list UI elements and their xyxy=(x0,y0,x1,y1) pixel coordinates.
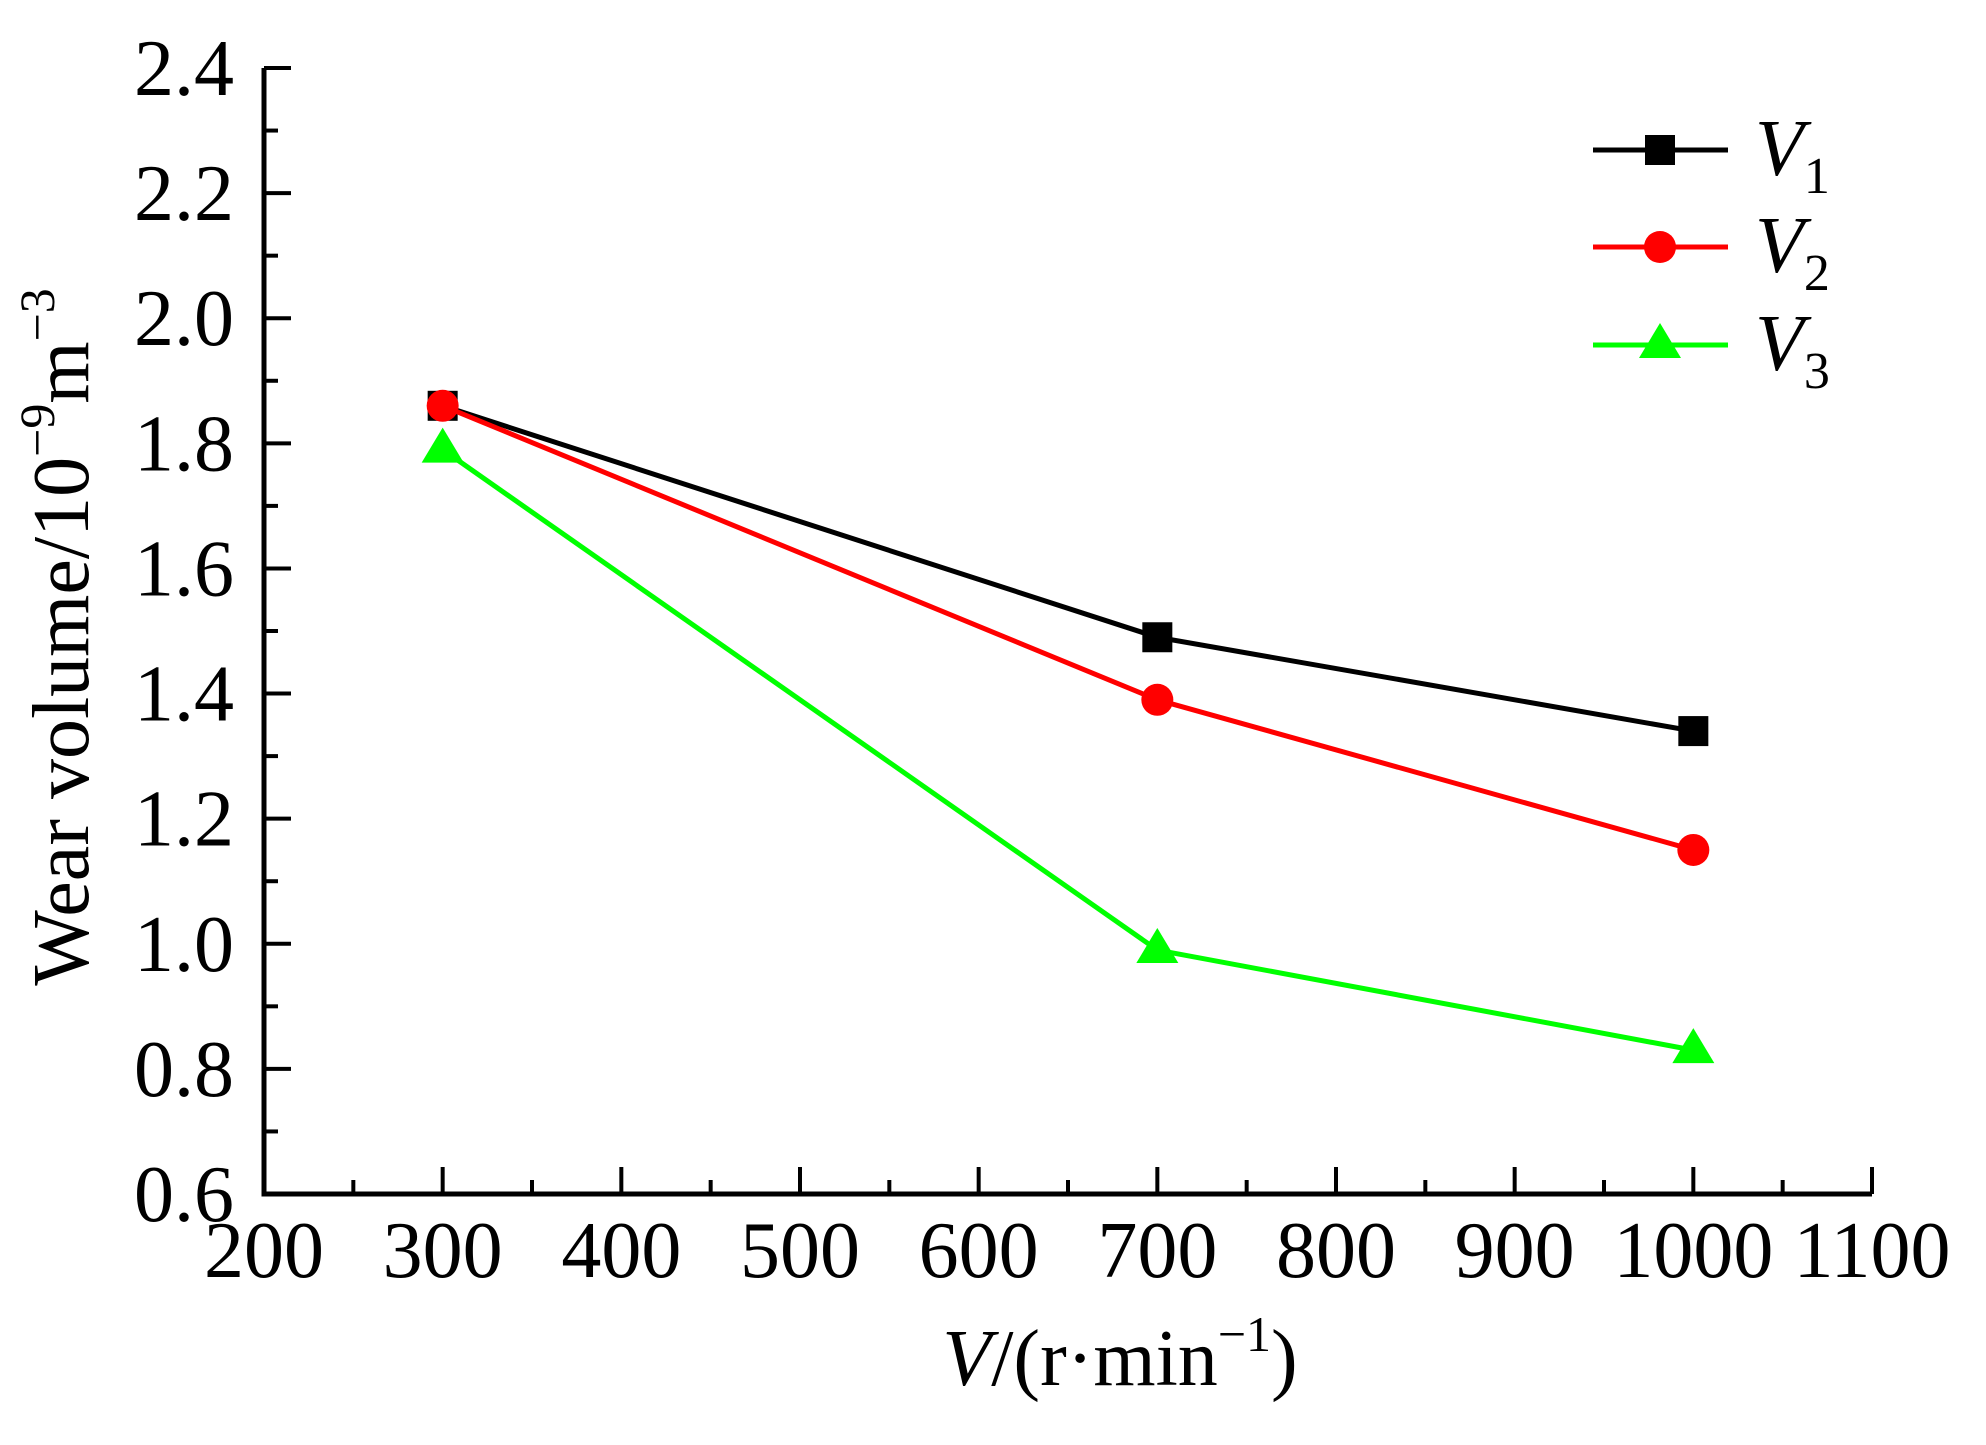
y-tick-label: 1.0 xyxy=(134,901,234,989)
series-v3 xyxy=(421,427,1715,1064)
x-tick-label: 200 xyxy=(204,1207,324,1295)
series-line-segment xyxy=(1156,634,1694,734)
data-point-triangle xyxy=(1136,928,1179,964)
data-point-circle xyxy=(1677,833,1710,866)
y-tick-label: 0.6 xyxy=(134,1151,234,1239)
x-axis-title-close: ) xyxy=(1271,1315,1298,1403)
x-tick-labels: 200 300 400 500 600 700 800 900 1000 1100 xyxy=(204,1207,1951,1295)
y-tick-label: 1.8 xyxy=(134,400,234,488)
x-tick-label: 1100 xyxy=(1793,1207,1950,1295)
series-line-segment xyxy=(1156,697,1695,853)
legend-label: V1 xyxy=(1755,105,1830,205)
x-tick-label: 900 xyxy=(1455,1207,1575,1295)
axes xyxy=(261,66,1874,1197)
x-tick-label: 400 xyxy=(561,1207,681,1295)
y-axis-title: Wear volume/10−9m−3 xyxy=(9,288,106,986)
series-line-segment xyxy=(1156,947,1694,1053)
y-tick-label: 1.2 xyxy=(134,776,234,864)
legend-label-main: V xyxy=(1755,202,1812,290)
x-tick-label: 1000 xyxy=(1613,1207,1773,1295)
x-tick-label: 600 xyxy=(919,1207,1039,1295)
legend-label-main: V xyxy=(1755,105,1812,193)
legend-item-v1: V1 xyxy=(1593,105,1830,205)
y-axis-title-exp1: −9 xyxy=(9,404,65,457)
series-line-segment xyxy=(441,447,1159,953)
legend-label-main: V xyxy=(1755,300,1812,388)
y-tick-label: 2.2 xyxy=(134,150,234,238)
data-point-circle xyxy=(426,389,459,422)
y-axis-title-exp2: −3 xyxy=(9,288,65,341)
data-point-triangle xyxy=(421,427,464,463)
data-point-circle xyxy=(1141,683,1174,716)
x-tick-label: 700 xyxy=(1097,1207,1217,1295)
y-axis-title-text: Wear volume/10 xyxy=(18,457,106,986)
y-axis-title-unit: m xyxy=(18,341,106,403)
legend-label-sub: 1 xyxy=(1804,148,1830,205)
x-tick-label: 800 xyxy=(1276,1207,1396,1295)
y-tick-label: 2.4 xyxy=(134,25,234,113)
x-axis-title-unit: /(r·min xyxy=(991,1315,1218,1403)
series-v1 xyxy=(427,390,1709,747)
series-group xyxy=(421,389,1715,1064)
series-line-segment xyxy=(441,403,1159,640)
y-tick-label: 0.8 xyxy=(134,1026,234,1114)
legend-item-v3: V3 xyxy=(1593,300,1830,400)
x-axis-title-var: V xyxy=(942,1315,999,1403)
x-axis-title: V/(r·min−1) xyxy=(942,1306,1297,1403)
legend-label-sub: 3 xyxy=(1804,343,1830,400)
x-tick-label: 300 xyxy=(383,1207,503,1295)
x-axis-title-exp: −1 xyxy=(1218,1306,1271,1362)
legend-item-v2: V2 xyxy=(1593,202,1830,302)
legend-label: V2 xyxy=(1755,202,1830,302)
y-tick-labels: 0.6 0.8 1.0 1.2 1.4 1.6 1.8 2.0 2.2 2.4 xyxy=(134,25,234,1239)
data-point-triangle xyxy=(1672,1028,1715,1064)
legend-label-sub: 2 xyxy=(1804,245,1830,302)
series-v2 xyxy=(426,389,1710,866)
data-point-square xyxy=(1142,622,1173,653)
x-tick-label: 500 xyxy=(740,1207,860,1295)
legend-marker-circle xyxy=(1644,231,1676,263)
legend-label: V3 xyxy=(1755,300,1830,400)
legend-marker-square xyxy=(1645,135,1675,165)
data-point-square xyxy=(1678,716,1709,747)
y-tick-label: 1.4 xyxy=(134,651,234,739)
y-tick-label: 2.0 xyxy=(134,275,234,363)
series-line-segment xyxy=(441,403,1159,703)
y-tick-label: 1.6 xyxy=(134,525,234,613)
legend-marker-triangle xyxy=(1639,323,1681,358)
